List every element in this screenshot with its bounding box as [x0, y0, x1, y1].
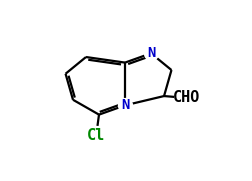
Text: CHO: CHO: [172, 90, 199, 105]
Text: N: N: [120, 98, 129, 112]
Text: N: N: [146, 46, 155, 60]
Text: Cl: Cl: [87, 128, 105, 143]
